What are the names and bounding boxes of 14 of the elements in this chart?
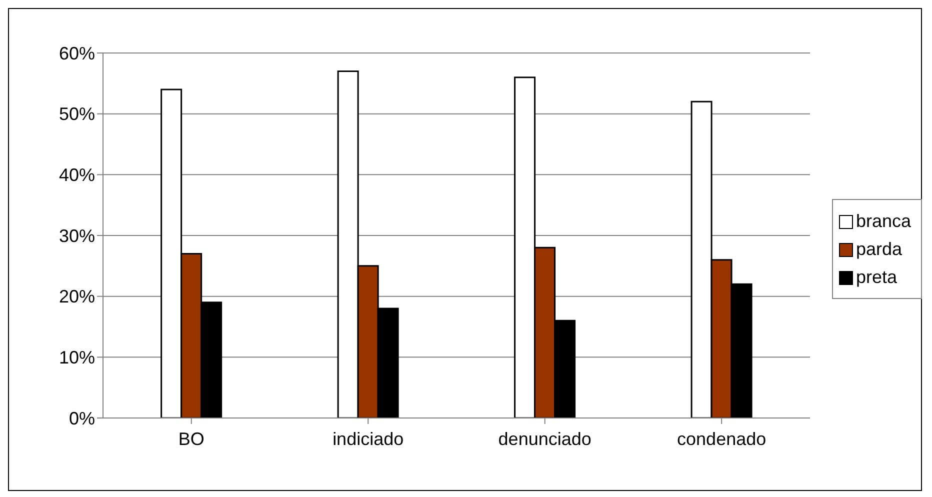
- x-tick-label: BO: [178, 428, 204, 449]
- legend-label: preta: [856, 267, 897, 288]
- y-tick-label: 40%: [58, 165, 95, 186]
- y-tick-label: 0%: [68, 408, 95, 428]
- y-tick-label: 50%: [58, 104, 95, 124]
- x-tick-label: indiciado: [332, 428, 404, 449]
- y-tick-label: 20%: [58, 286, 95, 307]
- x-tick-label: denunciado: [498, 428, 592, 449]
- y-tick-label: 30%: [58, 226, 95, 246]
- y-tick-label: 60%: [58, 43, 95, 64]
- y-tick-label: 10%: [58, 348, 95, 368]
- x-tick-label: condenado: [677, 428, 766, 449]
- legend-label: parda: [856, 239, 902, 260]
- legend-label: branca: [856, 211, 911, 232]
